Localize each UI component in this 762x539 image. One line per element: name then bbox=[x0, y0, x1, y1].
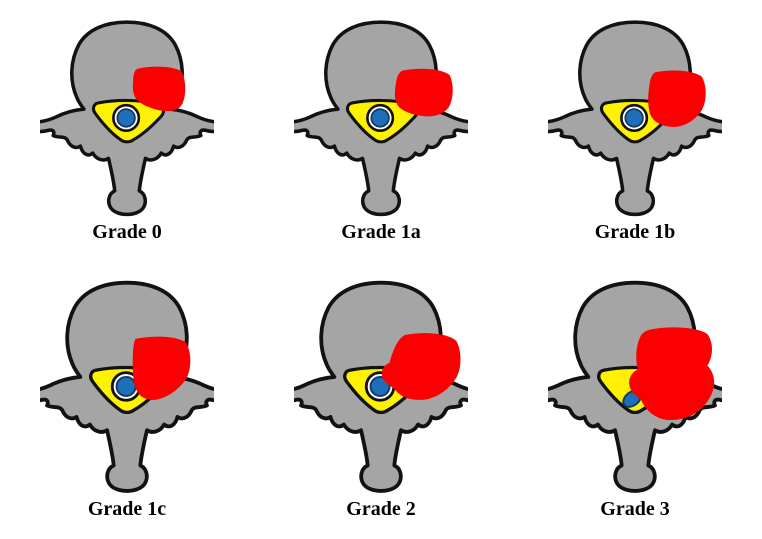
grade-label: Grade 1b bbox=[594, 220, 676, 243]
vertebra-diagram bbox=[294, 280, 468, 493]
spinal-cord-shape bbox=[624, 108, 644, 128]
grade-label: Grade 0 bbox=[92, 220, 162, 243]
vertebra-panel-grade-3: Grade 3 bbox=[548, 276, 722, 523]
grade-label: Grade 1a bbox=[341, 220, 421, 243]
tumor-shape bbox=[648, 70, 706, 127]
vertebra-panel-grade-1b: Grade 1b bbox=[548, 16, 722, 244]
spinal-cord-shape bbox=[115, 375, 137, 397]
tumor-shape bbox=[132, 336, 191, 400]
vertebra-diagram bbox=[294, 20, 468, 217]
vertebra-panel-grade-1c: Grade 1c bbox=[40, 276, 214, 523]
vertebra-panel-grade-1a: Grade 1a bbox=[294, 16, 468, 244]
grade-label: Grade 3 bbox=[600, 497, 670, 520]
tumor-shape bbox=[132, 66, 186, 112]
spinal-cord-shape bbox=[370, 108, 390, 128]
spinal-cord-shape bbox=[116, 108, 136, 128]
grade-label: Grade 2 bbox=[346, 497, 416, 520]
tumor-shape bbox=[394, 68, 453, 117]
tumor-shape bbox=[381, 333, 461, 400]
vertebra-panel-grade-0: Grade 0 bbox=[40, 16, 214, 244]
tumor-shape bbox=[629, 327, 715, 421]
vertebra-diagram bbox=[40, 20, 214, 217]
spinal-cord-shape bbox=[369, 375, 391, 397]
vertebra-diagram bbox=[40, 280, 214, 493]
grade-label: Grade 1c bbox=[87, 497, 167, 520]
vertebra-diagram bbox=[548, 20, 722, 217]
vertebra-panel-grade-2: Grade 2 bbox=[294, 276, 468, 523]
vertebra-diagram bbox=[548, 280, 722, 493]
